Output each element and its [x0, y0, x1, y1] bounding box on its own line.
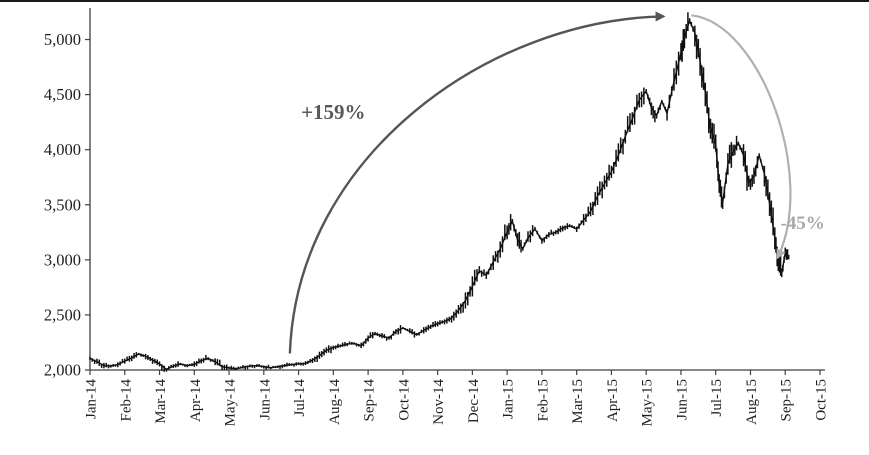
x-tick-label: Jul-14 — [292, 379, 308, 417]
x-tick-label: Jan-15 — [501, 379, 517, 419]
x-tick-label: Jan-14 — [84, 379, 100, 419]
x-tick-label: Aug-14 — [327, 379, 343, 425]
fall-label: -45% — [780, 213, 824, 234]
rise-arrow — [288, 11, 666, 354]
y-tick-label: 4,500 — [44, 85, 81, 104]
y-tick-label: 3,000 — [44, 250, 81, 269]
y-tick-label: 4,000 — [44, 140, 81, 159]
x-tick-label: Apr-14 — [188, 379, 204, 423]
x-tick-label: Apr-15 — [605, 379, 621, 422]
x-tick-label: Jun-14 — [257, 379, 273, 420]
x-tick-label: May-15 — [640, 379, 656, 427]
x-tick-label: Sep-15 — [779, 379, 795, 422]
rise-label: +159% — [301, 100, 365, 124]
x-tick-label: Aug-15 — [744, 379, 760, 425]
x-tick-label: Feb-14 — [118, 379, 134, 422]
x-tick-label: Feb-15 — [535, 379, 551, 422]
y-tick-label: 2,000 — [44, 361, 81, 380]
y-tick-label: 5,000 — [44, 30, 81, 49]
price-line — [89, 18, 790, 371]
x-tick-label: Mar-15 — [570, 379, 586, 424]
x-tick-label: Sep-14 — [362, 379, 378, 422]
x-tick-label: Oct-14 — [396, 379, 412, 421]
x-tick-label: Dec-14 — [466, 379, 482, 424]
y-tick-label: 2,500 — [44, 305, 81, 324]
y-tick-label: 3,500 — [44, 195, 81, 214]
x-tick-label: May-14 — [223, 379, 239, 427]
x-tick-label: Oct-15 — [814, 379, 830, 421]
price-bars — [89, 12, 790, 372]
x-tick-label: Mar-14 — [153, 379, 169, 424]
x-tick-label: Jun-15 — [674, 379, 690, 420]
x-tick-label: Jul-15 — [709, 379, 725, 417]
x-tick-label: Nov-14 — [431, 379, 447, 425]
fall-arrow — [691, 14, 792, 260]
